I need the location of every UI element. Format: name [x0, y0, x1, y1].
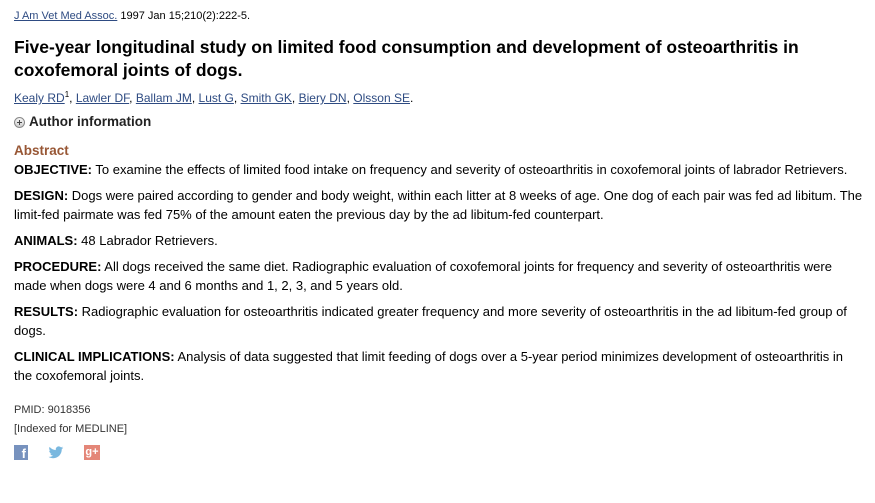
author-link[interactable]: Lawler DF — [75, 91, 130, 105]
author-list: Kealy RD1, Lawler DF, Ballam JM, Lust G,… — [14, 90, 414, 106]
indexed-for-medline: [Indexed for MEDLINE] — [14, 423, 128, 435]
section-label: OBJECTIVE: — [14, 162, 93, 177]
section-text: All dogs received the same diet. Radiogr… — [14, 259, 832, 293]
author-information-toggle[interactable]: Author information — [14, 114, 864, 130]
abstract-section-objective: OBJECTIVE: To examine the effects of lim… — [14, 160, 864, 179]
section-text: 48 Labrador Retrievers. — [77, 233, 218, 248]
abstract-section-design: DESIGN: Dogs were paired according to ge… — [14, 186, 864, 224]
author-link[interactable]: Lust G — [198, 91, 234, 105]
journal-link[interactable]: J Am Vet Med Assoc. — [14, 10, 118, 22]
section-label: ANIMALS: — [14, 233, 78, 248]
author-affiliation-sup: 1 — [64, 90, 70, 99]
citation: J Am Vet Med Assoc. 1997 Jan 15;210(2):2… — [14, 8, 864, 24]
pmid: PMID: 9018356 — [14, 404, 91, 416]
author-information-label: Author information — [29, 114, 152, 129]
section-label: CLINICAL IMPLICATIONS: — [14, 349, 175, 364]
section-label: RESULTS: — [14, 304, 79, 319]
article-title: Five-year longitudinal study on limited … — [14, 37, 799, 80]
author-link[interactable]: Biery DN — [298, 91, 347, 105]
section-text: To examine the effects of limited food i… — [92, 162, 848, 177]
abstract-section-procedure: PROCEDURE: All dogs received the same di… — [14, 257, 864, 295]
citation-details: 1997 Jan 15;210(2):222-5. — [117, 10, 251, 22]
abstract-section-results: RESULTS: Radiographic evaluation for ost… — [14, 302, 864, 340]
author-link[interactable]: Ballam JM — [135, 91, 192, 105]
section-text: Dogs were paired according to gender and… — [14, 188, 863, 222]
expand-plus-icon[interactable] — [14, 116, 25, 128]
google-plus-icon[interactable]: g+ — [84, 445, 100, 460]
abstract-section-clinical-implications: CLINICAL IMPLICATIONS: Analysis of data … — [14, 347, 864, 385]
author-link[interactable]: Smith GK — [240, 91, 292, 105]
author-link[interactable]: Kealy RD — [14, 91, 65, 105]
section-text: Analysis of data suggested that limit fe… — [14, 349, 843, 383]
section-text: Radiographic evaluation for osteoarthrit… — [14, 304, 847, 338]
facebook-icon[interactable]: f — [14, 445, 28, 461]
abstract-section-animals: ANIMALS: 48 Labrador Retrievers. — [14, 231, 864, 250]
section-label: DESIGN: — [14, 188, 69, 203]
social-share-bar: f g+ — [14, 445, 864, 461]
twitter-icon[interactable] — [48, 445, 64, 460]
section-label: PROCEDURE: — [14, 259, 102, 274]
article-page: J Am Vet Med Assoc. 1997 Jan 15;210(2):2… — [14, 8, 864, 461]
abstract-heading: Abstract — [14, 143, 69, 158]
author-link[interactable]: Olsson SE — [353, 91, 410, 105]
